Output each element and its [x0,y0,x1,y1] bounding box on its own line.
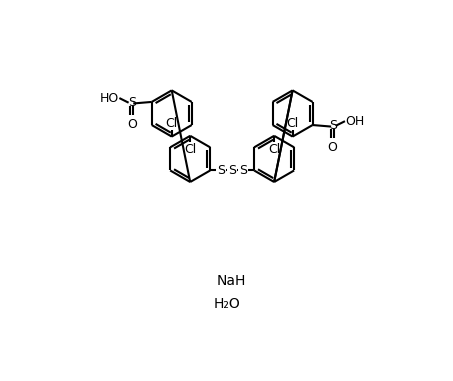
Text: HO: HO [100,91,120,104]
Text: OH: OH [345,115,364,128]
Text: S: S [239,164,247,177]
Text: Cl: Cl [184,143,196,156]
Text: S: S [217,164,225,177]
Text: O: O [328,141,337,154]
Text: S: S [228,164,236,177]
Text: Cl: Cl [286,117,299,130]
Text: O: O [127,118,137,131]
Text: S: S [328,119,337,132]
Text: NaH: NaH [217,274,246,288]
Text: H₂O: H₂O [214,297,241,311]
Text: Cl: Cl [268,143,280,156]
Text: Cl: Cl [166,117,178,130]
Text: S: S [128,96,136,109]
